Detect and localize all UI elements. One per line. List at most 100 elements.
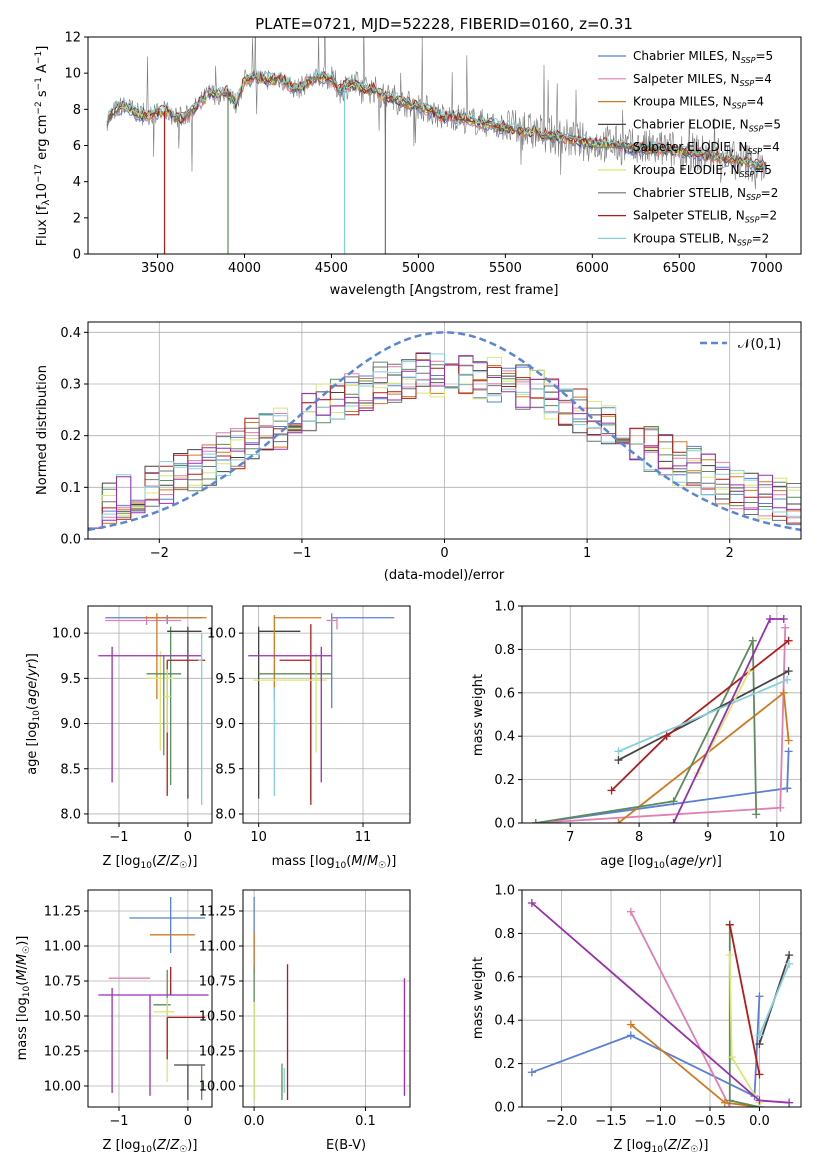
y-tick-label: 0.4 (494, 1014, 515, 1029)
series-point (755, 1031, 764, 1040)
residuals-marks (88, 331, 801, 532)
wAge-ylabel: mass weight (471, 674, 486, 756)
x-tick-label: 5000 (402, 261, 435, 276)
y-tick-label: 0.6 (494, 686, 515, 701)
age_vs_Z-grid (88, 606, 212, 823)
y-tick-label: 1.0 (494, 600, 515, 615)
ageZ-xlabel: Z [log10(Z/Z☉)] (103, 854, 198, 871)
age_vs_mass-frame (242, 605, 411, 824)
errorbar-point (248, 646, 332, 783)
mass-weight-series (669, 615, 788, 823)
wAge-xlabel: age [log10(age/yr)] (600, 854, 722, 871)
weight-vs-metallicity-panel: −2.0 −1.5 −1.0 −0.5 0.0 0.0 0.2 0.4 0.6 0.8 1.0 Z … (471, 884, 802, 1155)
model-spectrum-line (106, 74, 767, 173)
mass_vs_Z-marks (98, 897, 209, 1100)
series-point (669, 797, 678, 806)
y-tick-label: 0 (73, 248, 81, 263)
residuals-legend: 𝒩(0,1) (700, 337, 781, 352)
x-tick-label: 6000 (576, 261, 609, 276)
x-tick-label: −1 (109, 1114, 128, 1129)
series-point (783, 675, 792, 684)
y-tick-label: 4 (73, 175, 81, 190)
spectrum-title: PLATE=0721, MJD=52228, FIBERID=0160, z=0… (255, 15, 633, 33)
x-tick-label: 2 (726, 546, 734, 561)
x-tick-label: 0.0 (749, 1114, 770, 1129)
series-line (629, 911, 731, 1107)
y-tick-label: 0.4 (494, 730, 515, 745)
x-tick-label: 7 (566, 830, 574, 845)
series-point (784, 636, 793, 645)
y-tick-label: 10.75 (44, 975, 81, 990)
wZ-xlabel: Z [log10(Z/Z☉)] (614, 1138, 709, 1155)
series-point (755, 1040, 764, 1049)
errorbar-point (153, 997, 175, 1082)
x-tick-label: 10 (250, 830, 267, 845)
model-spectrum-line (106, 68, 767, 170)
series-point (781, 623, 790, 632)
errorbar-point (174, 1064, 206, 1100)
y-tick-label: 10.50 (44, 1010, 81, 1025)
weight_vs_age-grid (522, 605, 801, 824)
age-vs-mass-panel: 10 11 8.0 8.5 9.0 9.5 10.0 mass [log10(M/M☉)] (207, 605, 411, 871)
mass-weight-series (527, 992, 764, 1101)
errorbar-point (331, 613, 395, 709)
series-point (727, 1053, 736, 1062)
legend-label: Salpeter STELIB, NSSP=2 (633, 209, 777, 225)
y-tick-label: 8.5 (215, 762, 236, 777)
y-tick-label: 0.0 (494, 1101, 515, 1116)
spectrum-ticks: 3500 4000 4500 5000 5500 6000 6500 7000 0 2 4 6 8 10 1… (64, 31, 782, 277)
x-tick-label: 7000 (750, 261, 783, 276)
spectrum-xlabel: wavelength [Angstrom, rest frame] (330, 283, 559, 298)
errorbar-point (98, 646, 202, 783)
series-line (535, 751, 790, 823)
mass_vs_Z-ticks: −1 0 10.00 10.25 10.50 10.75 11.00 11.25 (44, 905, 192, 1130)
y-tick-label: 11.25 (199, 905, 236, 920)
massE-xlabel: E(B-V) (326, 1138, 366, 1153)
errorbar-point (163, 669, 171, 733)
y-tick-label: 10.75 (199, 975, 236, 990)
mass-vs-extinction-panel: 0.0 0.1 10.00 10.25 10.50 10.75 11.00 11.25 E(B… (199, 889, 411, 1153)
series-point (614, 819, 623, 823)
legend-label: Salpeter ELODIE, NSSP=4 (633, 140, 780, 156)
mass-weight-series (626, 1020, 764, 1107)
weight_vs_Z-ticks: −2.0 −1.5 −1.0 −0.5 0.0 0.0 0.2 0.4 0.6 0.8 1.0 (494, 884, 769, 1130)
x-tick-label: 4500 (315, 261, 348, 276)
series-point (748, 636, 757, 645)
y-tick-label: 0.4 (60, 326, 81, 341)
x-tick-label: −0.5 (694, 1114, 726, 1129)
mass-weight-series (607, 636, 793, 795)
mass-weight-series (527, 899, 794, 1107)
series-point (784, 736, 793, 745)
x-tick-label: −1 (292, 546, 311, 561)
series-point (669, 819, 678, 823)
residuals-ticks: −2 −1 0 1 2 0.0 0.1 0.2 0.3 0.4 (60, 326, 734, 561)
y-tick-label: 10.00 (199, 1080, 236, 1095)
mass-weight-series (626, 907, 734, 1107)
x-tick-label: 11 (355, 830, 372, 845)
mass-weight-series (725, 920, 764, 1079)
spectrum-marks (106, 37, 767, 254)
y-tick-label: 0.8 (494, 927, 515, 942)
errorbar-point (129, 897, 206, 953)
series-point (785, 959, 794, 968)
age_vs_mass-grid (243, 606, 410, 823)
y-tick-label: 8.5 (60, 762, 81, 777)
series-point (614, 756, 623, 765)
y-tick-label: 1.0 (494, 884, 515, 899)
y-tick-label: 0.2 (60, 429, 81, 444)
errorbar-point (105, 615, 202, 625)
mass-weight-series (755, 959, 794, 1040)
y-tick-label: 10.25 (199, 1045, 236, 1060)
y-tick-label: 0.8 (494, 643, 515, 658)
x-tick-label: −1.5 (595, 1114, 627, 1129)
residuals-ylabel: Normed distribution (35, 365, 50, 495)
errorbar-point (98, 994, 209, 1096)
y-tick-label: 0.0 (494, 817, 515, 832)
y-tick-label: 10.0 (52, 627, 81, 642)
legend-label: Kroupa ELODIE, NSSP=5 (633, 163, 772, 179)
x-tick-label: 0 (184, 830, 192, 845)
residual-histogram (88, 355, 801, 529)
age_vs_mass-ticks: 10 11 8.0 8.5 9.0 9.5 10.0 (207, 627, 371, 845)
x-tick-label: −1 (109, 830, 128, 845)
